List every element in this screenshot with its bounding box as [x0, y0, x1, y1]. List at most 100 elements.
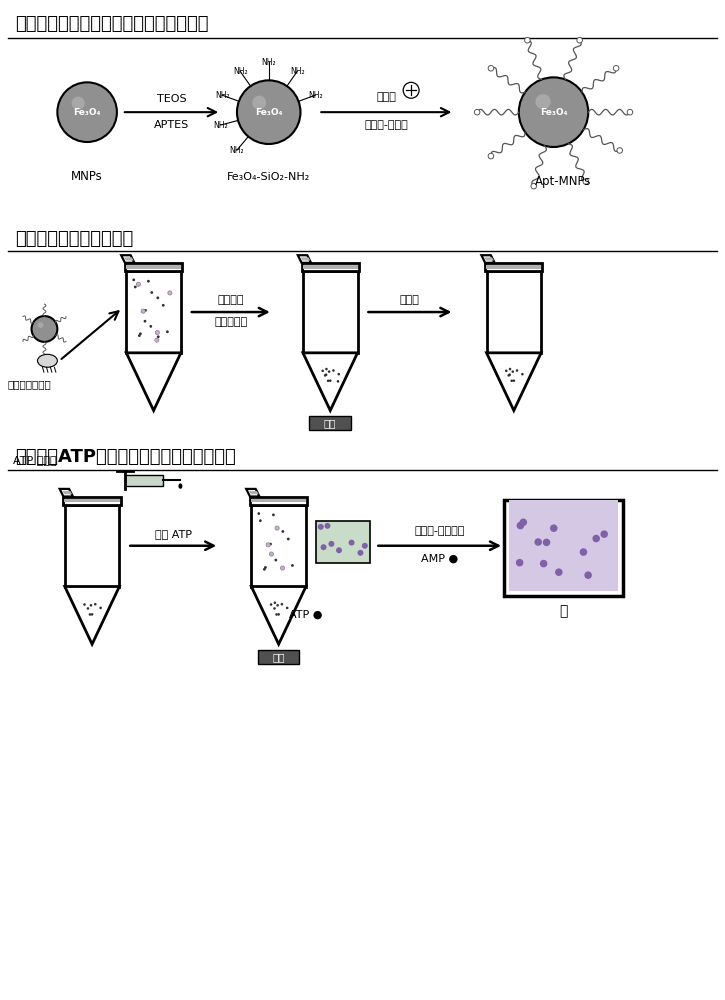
Text: NH₂: NH₂ — [213, 121, 228, 130]
Circle shape — [269, 552, 273, 556]
Circle shape — [327, 379, 329, 382]
Circle shape — [83, 603, 86, 606]
Circle shape — [237, 80, 300, 144]
Ellipse shape — [178, 483, 183, 489]
Circle shape — [509, 368, 511, 370]
Circle shape — [531, 183, 536, 189]
Circle shape — [321, 370, 324, 372]
Circle shape — [136, 282, 141, 286]
Circle shape — [281, 603, 283, 605]
Text: NH₂: NH₂ — [233, 67, 247, 76]
Circle shape — [520, 518, 527, 526]
Circle shape — [600, 530, 608, 538]
Text: APTES: APTES — [154, 120, 189, 130]
Circle shape — [627, 109, 633, 115]
Polygon shape — [63, 497, 121, 505]
Polygon shape — [303, 353, 357, 410]
Circle shape — [336, 380, 339, 383]
Circle shape — [38, 322, 43, 328]
Text: 磁铁: 磁铁 — [324, 418, 336, 428]
Circle shape — [273, 607, 276, 610]
Polygon shape — [62, 491, 72, 494]
Circle shape — [275, 559, 277, 561]
Circle shape — [349, 540, 355, 546]
Circle shape — [536, 94, 551, 109]
Circle shape — [517, 522, 524, 529]
Circle shape — [157, 335, 160, 338]
Circle shape — [332, 369, 335, 372]
Text: 再悬浮: 再悬浮 — [400, 295, 420, 305]
Circle shape — [273, 601, 276, 604]
Circle shape — [266, 543, 270, 547]
Circle shape — [403, 82, 419, 98]
Bar — [125, 475, 162, 486]
Polygon shape — [121, 255, 134, 263]
Circle shape — [133, 278, 135, 281]
Polygon shape — [125, 263, 182, 271]
Text: NH₂: NH₂ — [215, 91, 229, 100]
Circle shape — [272, 513, 275, 516]
Bar — [258, 650, 299, 664]
Text: ATP 提取剂: ATP 提取剂 — [13, 455, 57, 465]
Circle shape — [357, 550, 363, 556]
Polygon shape — [251, 499, 306, 502]
Circle shape — [584, 571, 592, 579]
Circle shape — [276, 613, 278, 616]
Text: Fe₃O₄: Fe₃O₄ — [73, 108, 101, 117]
Circle shape — [543, 539, 550, 546]
Text: NH₂: NH₂ — [262, 58, 276, 67]
Polygon shape — [253, 521, 304, 587]
Circle shape — [511, 370, 514, 373]
Polygon shape — [59, 489, 73, 497]
Text: 释放 ATP: 释放 ATP — [154, 529, 191, 539]
Circle shape — [32, 316, 57, 342]
Circle shape — [540, 560, 547, 567]
Text: 适配体-生物素: 适配体-生物素 — [365, 120, 408, 130]
Circle shape — [338, 373, 340, 375]
Circle shape — [94, 603, 96, 605]
Polygon shape — [484, 257, 494, 261]
Circle shape — [278, 613, 280, 616]
Polygon shape — [128, 353, 179, 409]
Circle shape — [291, 564, 294, 567]
Text: NH₂: NH₂ — [230, 146, 244, 155]
Ellipse shape — [38, 354, 57, 367]
Circle shape — [521, 373, 523, 375]
Circle shape — [72, 97, 85, 110]
Circle shape — [259, 519, 262, 522]
Circle shape — [257, 512, 260, 515]
Polygon shape — [66, 587, 118, 642]
Polygon shape — [301, 257, 310, 261]
Circle shape — [91, 613, 94, 616]
Circle shape — [592, 535, 600, 542]
Polygon shape — [303, 271, 357, 353]
Text: MNPs: MNPs — [71, 170, 103, 183]
Circle shape — [318, 524, 324, 530]
Circle shape — [325, 373, 328, 376]
Polygon shape — [302, 265, 358, 269]
Bar — [316, 521, 370, 563]
Circle shape — [149, 325, 152, 328]
Circle shape — [270, 603, 273, 606]
Circle shape — [488, 153, 494, 159]
Text: 第三步：ATP生物发光检测金黄色葡萄球菌: 第三步：ATP生物发光检测金黄色葡萄球菌 — [14, 448, 236, 466]
Circle shape — [144, 309, 147, 312]
Text: NH₂: NH₂ — [290, 67, 304, 76]
Circle shape — [577, 37, 582, 43]
Circle shape — [166, 330, 169, 333]
Circle shape — [286, 607, 289, 609]
Text: 第一步：制备适配体修饰的磁性纳米粒子: 第一步：制备适配体修饰的磁性纳米粒子 — [14, 15, 208, 33]
Text: 荧光素-荧光素酶: 荧光素-荧光素酶 — [415, 526, 465, 536]
Polygon shape — [488, 324, 539, 353]
Circle shape — [263, 568, 266, 571]
Text: Fe₃O₄-SiO₂-NH₂: Fe₃O₄-SiO₂-NH₂ — [227, 172, 310, 182]
Text: 亲和素: 亲和素 — [376, 92, 397, 102]
Circle shape — [613, 65, 619, 71]
Circle shape — [57, 82, 117, 142]
Polygon shape — [65, 505, 120, 587]
Circle shape — [287, 538, 290, 540]
Text: 光: 光 — [559, 604, 568, 618]
Circle shape — [147, 280, 150, 283]
Circle shape — [150, 291, 153, 294]
Polygon shape — [247, 489, 260, 497]
